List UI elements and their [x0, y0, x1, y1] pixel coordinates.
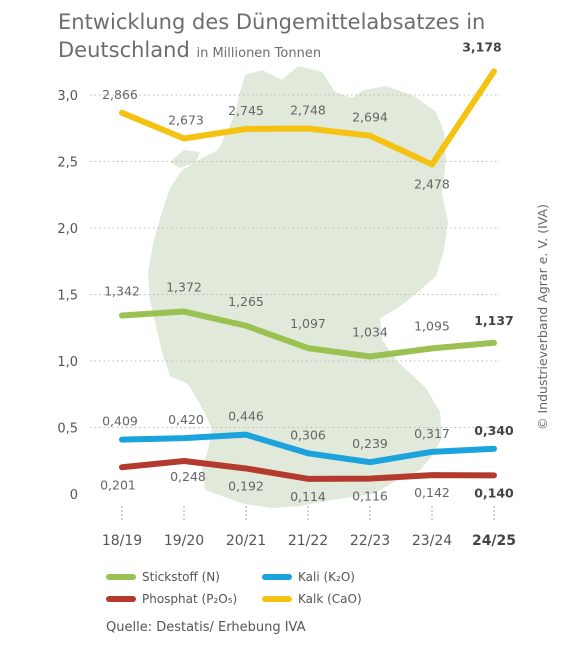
legend-item-phosphat: Phosphat (P₂O₅)	[106, 592, 237, 606]
x-tick-label: 19/20	[164, 533, 204, 549]
data-label: 2,745	[228, 103, 264, 118]
x-tick-label: 24/25	[472, 533, 516, 549]
data-label: 0,201	[100, 477, 136, 492]
chart-unit: in Millionen Tonnen	[196, 46, 322, 61]
data-label: 1,265	[228, 294, 264, 309]
data-label: 0,192	[228, 478, 264, 493]
data-label: 0,116	[352, 489, 388, 504]
x-tick-label: 20/21	[226, 533, 266, 549]
chart-grid	[90, 94, 500, 428]
legend-label-phosphat: Phosphat (P₂O₅)	[142, 592, 238, 606]
copyright-note: © Industrieverband Agrar e. V. (IVA)	[535, 204, 550, 430]
chart-title-line1: Entwicklung des Düngemittelabsatzes in	[58, 10, 486, 34]
data-labels: 2,866 2,673 2,745 2,748 2,694 2,478 3,178 1,342…	[100, 39, 514, 504]
data-label: 2,478	[414, 176, 450, 191]
data-label: 3,178	[462, 39, 502, 54]
data-label: 1,372	[166, 280, 202, 295]
y-tick-label: 0,5	[57, 422, 78, 437]
data-label: 0,306	[290, 427, 326, 442]
y-tick-label: 0	[70, 488, 78, 503]
y-tick-label: 3,0	[57, 89, 78, 104]
data-label: 1,342	[104, 284, 140, 299]
data-label: 0,140	[474, 485, 514, 500]
legend-swatch-kali	[262, 574, 292, 580]
data-label: 2,694	[352, 110, 388, 125]
data-label: 2,748	[290, 103, 326, 118]
data-label: 0,248	[170, 469, 206, 484]
source-note: Quelle: Destatis/ Erhebung IVA	[106, 620, 306, 635]
legend-label-stickstoff: Stickstoff (N)	[142, 570, 220, 584]
x-tick-label: 18/19	[102, 533, 142, 549]
legend-item-kalk: Kalk (CaO)	[262, 592, 362, 606]
data-label: 2,866	[102, 87, 138, 102]
legend-item-stickstoff: Stickstoff (N)	[106, 570, 220, 584]
data-label: 0,409	[102, 414, 138, 429]
chart-series	[119, 68, 497, 482]
chart-title: Entwicklung des Düngemittelabsatzes in D…	[58, 8, 498, 68]
data-label: 0,114	[290, 489, 326, 504]
germany-island-north	[170, 150, 200, 168]
data-label: 0,446	[228, 409, 264, 424]
y-tick-label: 2,0	[57, 222, 78, 237]
data-label: 2,673	[168, 112, 204, 127]
legend-swatch-phosphat	[106, 596, 136, 602]
x-tick-label: 22/23	[350, 533, 390, 549]
x-tick-label: 23/24	[412, 533, 452, 549]
data-label: 0,317	[414, 426, 450, 441]
data-label: 1,097	[290, 316, 326, 331]
data-label: 1,137	[474, 313, 514, 328]
y-tick-label: 1,5	[57, 289, 78, 304]
legend-item-kali: Kali (K₂O)	[262, 570, 355, 584]
legend-swatch-stickstoff	[106, 574, 136, 580]
y-axis: 0 0,5 1,0 1,5 2,0 2,5 3,0	[57, 89, 78, 503]
legend-swatch-kalk	[262, 596, 292, 602]
data-label: 0,142	[414, 485, 450, 500]
y-tick-label: 1,0	[57, 355, 78, 370]
data-label: 1,034	[352, 324, 388, 339]
y-tick-label: 2,5	[57, 156, 78, 171]
data-label: 1,095	[414, 318, 450, 333]
x-tick-label: 21/22	[288, 533, 328, 549]
data-label: 0,340	[474, 423, 514, 438]
data-label: 0,239	[352, 436, 388, 451]
legend-label-kalk: Kalk (CaO)	[298, 592, 362, 606]
chart-title-line2: Deutschland	[58, 38, 190, 62]
x-axis: 18/19 19/20 20/21 21/22 22/23 23/24 24/25	[102, 506, 516, 549]
legend-label-kali: Kali (K₂O)	[298, 570, 355, 584]
data-label: 0,420	[168, 412, 204, 427]
germany-map-background	[148, 66, 448, 508]
